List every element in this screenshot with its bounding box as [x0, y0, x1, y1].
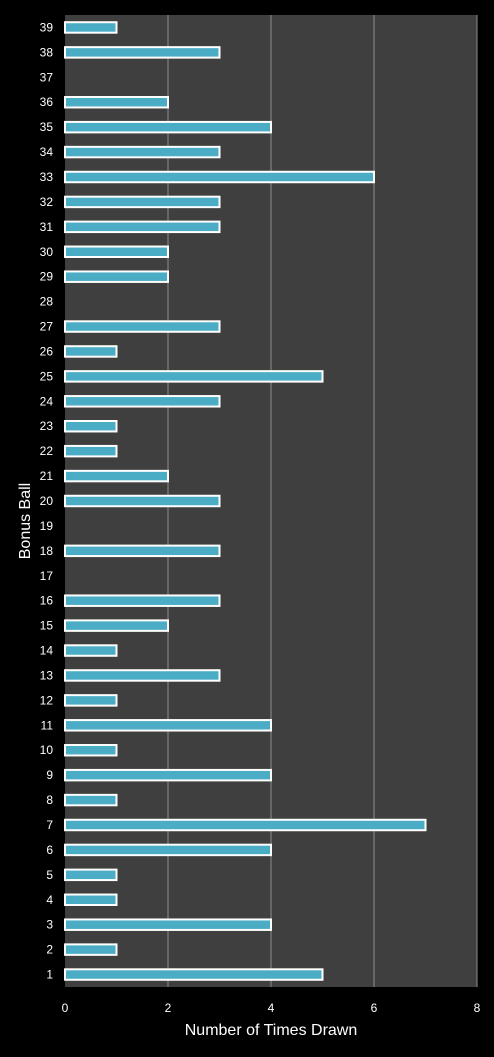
- y-tick-label-24: 24: [40, 394, 54, 408]
- bar-ball-34: [64, 145, 221, 159]
- bar-ball-12: [64, 694, 118, 707]
- y-axis-title: Bonus Ball: [17, 483, 34, 560]
- y-tick-label-10: 10: [40, 743, 54, 757]
- bar-ball-8: [64, 793, 118, 807]
- bar-ball-31: [64, 220, 221, 234]
- y-tick-label-25: 25: [40, 369, 54, 383]
- y-tick-label-13: 13: [40, 668, 54, 682]
- bar-ball-2: [64, 943, 118, 956]
- y-tick-label-36: 36: [40, 95, 54, 109]
- y-tick-label-22: 22: [40, 444, 54, 458]
- bar-ball-14: [64, 644, 118, 657]
- y-tick-label-23: 23: [40, 419, 54, 433]
- bar-ball-4: [64, 893, 118, 907]
- y-tick-label-7: 7: [46, 818, 53, 832]
- x-tick-label-4: 4: [268, 1001, 275, 1015]
- bar-ball-30: [64, 245, 169, 259]
- bar-ball-21: [64, 469, 169, 483]
- bar-ball-10: [64, 743, 118, 757]
- y-tick-label-37: 37: [40, 70, 54, 84]
- bar-ball-20: [64, 494, 221, 508]
- bar-ball-13: [64, 669, 221, 682]
- bar-ball-11: [64, 719, 272, 732]
- y-tick-label-19: 19: [40, 519, 54, 533]
- y-tick-label-2: 2: [46, 943, 53, 957]
- y-tick-label-17: 17: [40, 569, 54, 583]
- y-tick-label-30: 30: [40, 245, 54, 259]
- bar-ball-16: [64, 594, 221, 607]
- y-tick-label-1: 1: [46, 968, 53, 982]
- bars: [64, 21, 427, 981]
- y-tick-label-4: 4: [46, 893, 53, 907]
- bar-ball-3: [64, 918, 272, 931]
- bar-ball-7: [64, 818, 427, 832]
- y-tick-label-16: 16: [40, 594, 54, 608]
- x-tick-label-0: 0: [62, 1001, 69, 1015]
- bar-ball-35: [64, 120, 272, 134]
- x-tick-label-2: 2: [165, 1001, 172, 1015]
- y-tick-label-8: 8: [46, 793, 53, 807]
- y-tick-label-35: 35: [40, 120, 54, 134]
- y-tick-label-27: 27: [40, 320, 54, 334]
- y-tick-label-12: 12: [40, 693, 54, 707]
- y-tick-label-33: 33: [40, 170, 54, 184]
- y-tick-label-26: 26: [40, 344, 54, 358]
- bar-ball-27: [64, 320, 221, 333]
- x-tick-label-8: 8: [474, 1001, 481, 1015]
- y-tick-label-14: 14: [40, 644, 54, 658]
- bar-ball-38: [64, 46, 221, 59]
- bar-ball-26: [64, 345, 118, 358]
- y-tick-label-28: 28: [40, 295, 54, 309]
- bar-ball-23: [64, 419, 118, 433]
- bar-ball-15: [64, 619, 169, 632]
- y-tick-label-29: 29: [40, 270, 54, 284]
- bar-ball-18: [64, 544, 221, 558]
- bar-ball-9: [64, 768, 272, 782]
- y-tick-label-21: 21: [40, 469, 54, 483]
- bar-ball-25: [64, 370, 324, 383]
- bar-ball-33: [64, 170, 375, 184]
- y-tick-label-15: 15: [40, 619, 54, 633]
- y-tick-label-11: 11: [41, 718, 54, 732]
- y-tick-labels: 1234567891011121314151617181920212223242…: [40, 20, 54, 981]
- y-tick-label-6: 6: [46, 843, 53, 857]
- y-tick-label-34: 34: [40, 145, 54, 159]
- bar-ball-29: [64, 270, 169, 283]
- x-tick-label-6: 6: [371, 1001, 378, 1015]
- bar-ball-1: [64, 968, 324, 981]
- bar-ball-22: [64, 444, 118, 458]
- x-axis-title: Number of Times Drawn: [185, 1022, 358, 1039]
- bar-ball-24: [64, 395, 221, 408]
- x-tick-labels: 0 2 4 6 8: [62, 1001, 481, 1015]
- y-tick-label-32: 32: [40, 195, 54, 209]
- bar-ball-39: [64, 21, 118, 34]
- bar-ball-6: [64, 843, 272, 857]
- y-tick-label-39: 39: [40, 20, 54, 34]
- y-tick-label-20: 20: [40, 494, 54, 508]
- bar-ball-32: [64, 195, 221, 209]
- bar-ball-5: [64, 868, 118, 882]
- y-tick-label-3: 3: [46, 918, 53, 932]
- y-tick-label-18: 18: [40, 544, 54, 558]
- y-tick-label-38: 38: [40, 45, 54, 59]
- y-tick-label-5: 5: [46, 868, 53, 882]
- y-tick-label-9: 9: [46, 768, 53, 782]
- bar-ball-36: [64, 95, 169, 109]
- y-tick-label-31: 31: [40, 220, 54, 234]
